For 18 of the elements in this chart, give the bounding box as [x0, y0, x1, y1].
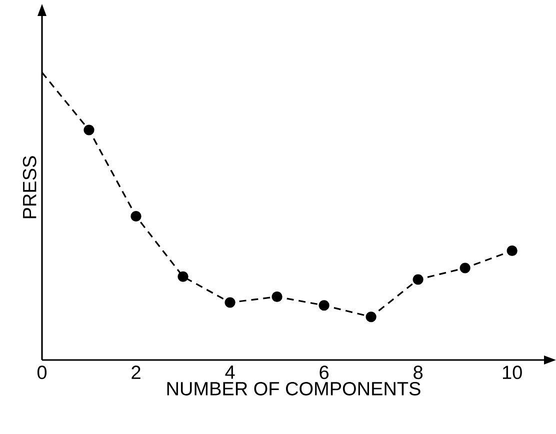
point — [318, 300, 330, 311]
point — [412, 274, 424, 285]
x-tick-label: 10 — [502, 366, 522, 380]
x-tick-label: 2 — [132, 366, 140, 379]
point — [224, 297, 236, 308]
point — [460, 262, 470, 274]
point — [178, 271, 188, 282]
point — [506, 245, 518, 256]
point — [272, 291, 282, 302]
x-axis-title: NUMBER OF COMPONENTS — [167, 382, 420, 396]
y-axis-title: PRESS — [22, 156, 36, 218]
x-tick-label: 0 — [37, 366, 47, 380]
x-tick-label: 6 — [320, 366, 328, 380]
point — [130, 210, 142, 222]
point — [366, 312, 376, 322]
x-tick-label: 8 — [414, 366, 423, 380]
x-tick-label: 4 — [225, 366, 235, 379]
point — [84, 124, 94, 136]
